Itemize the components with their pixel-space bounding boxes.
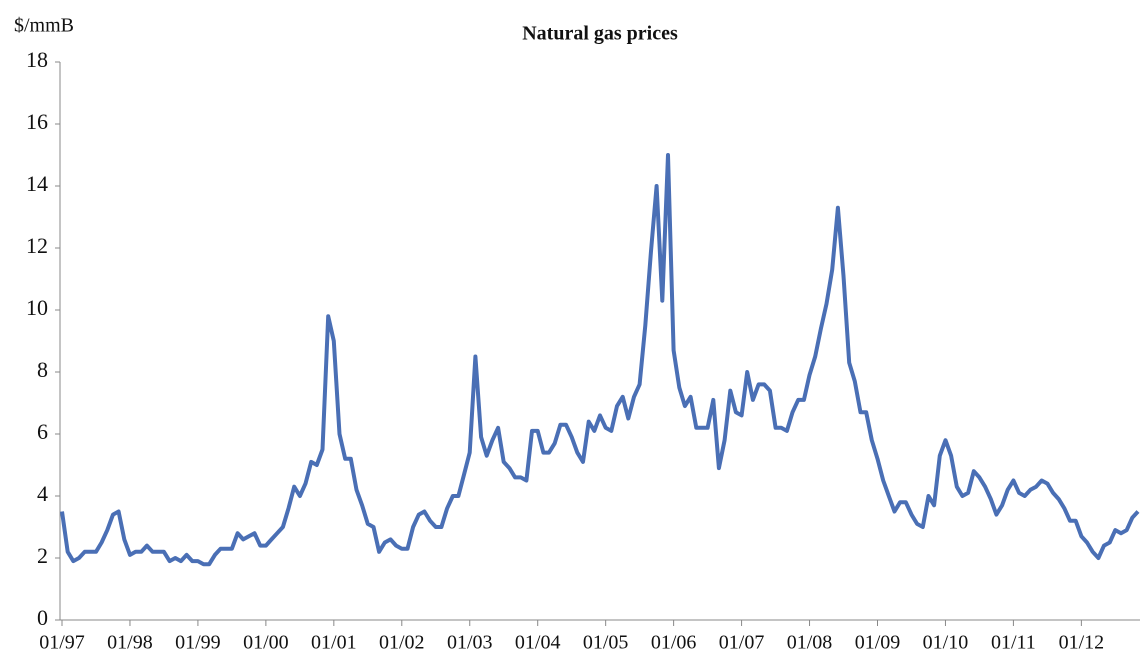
y-axis-label: $/mmB — [14, 15, 74, 37]
x-tick-label: 01/11 — [991, 632, 1036, 654]
x-tick-label: 01/09 — [855, 632, 901, 654]
chart-title: Natural gas prices — [522, 23, 678, 45]
y-tick-label: 6 — [37, 419, 48, 444]
x-tick-label: 01/02 — [379, 632, 425, 654]
x-tick-label: 01/04 — [515, 632, 561, 654]
x-tick-label: 01/03 — [447, 632, 493, 654]
y-tick-label: 8 — [37, 357, 48, 382]
x-tick-label: 01/97 — [39, 632, 85, 654]
x-tick-label: 01/06 — [651, 632, 697, 654]
y-tick-label: 16 — [26, 109, 48, 134]
x-tick-label: 01/00 — [243, 632, 289, 654]
x-tick-label: 01/08 — [787, 632, 833, 654]
y-tick-label: 2 — [37, 543, 48, 568]
x-tick-label: 01/07 — [719, 632, 765, 654]
x-tick-label: 01/99 — [175, 632, 221, 654]
x-tick-label: 01/01 — [311, 632, 357, 654]
x-tick-label: 01/10 — [923, 632, 969, 654]
y-tick-label: 14 — [26, 171, 48, 196]
y-tick-label: 0 — [37, 605, 48, 630]
x-tick-label: 01/12 — [1059, 632, 1105, 654]
x-tick-label: 01/05 — [583, 632, 629, 654]
x-tick-label: 01/98 — [107, 632, 153, 654]
y-tick-label: 4 — [37, 481, 48, 506]
y-tick-label: 12 — [26, 233, 48, 258]
y-tick-label: 18 — [26, 47, 48, 72]
line-series — [60, 153, 1140, 567]
y-tick-label: 10 — [26, 295, 48, 320]
